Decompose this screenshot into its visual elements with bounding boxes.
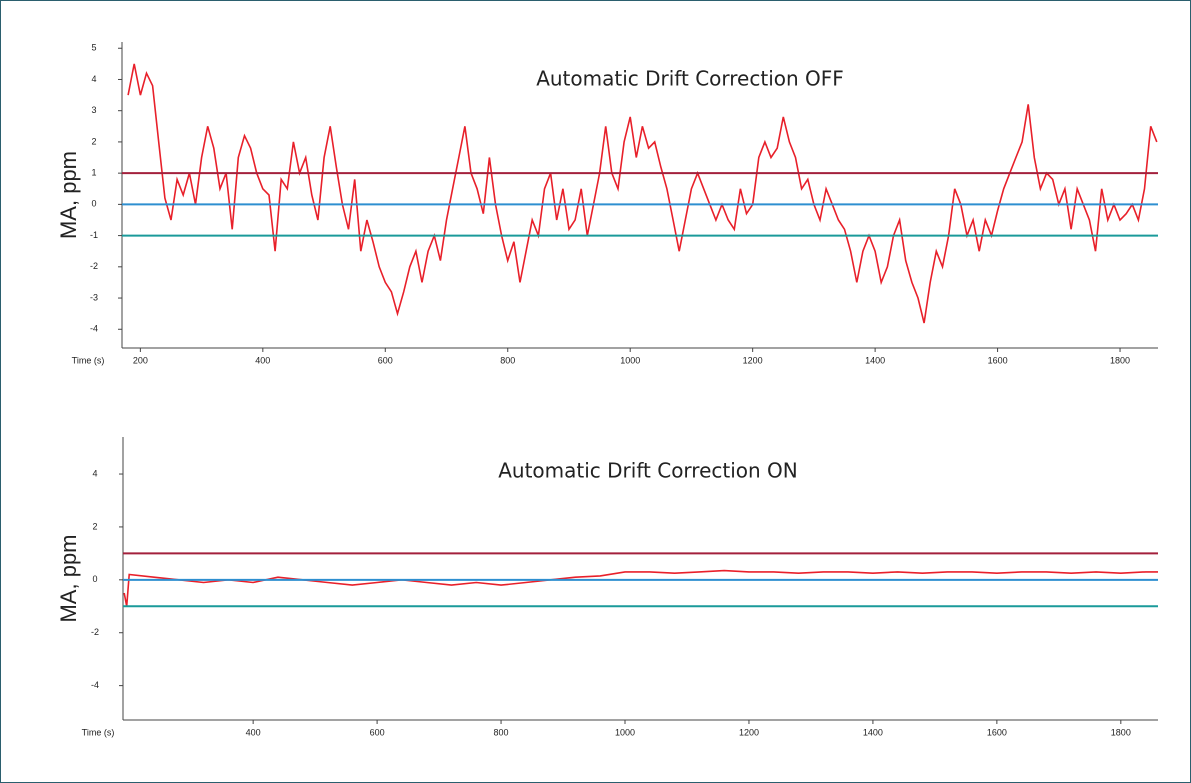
- y-tick-label: -2: [90, 261, 98, 271]
- x-tick-label: 400: [246, 727, 261, 737]
- y-tick-label: 3: [91, 105, 96, 115]
- y-tick-label: -3: [90, 292, 98, 302]
- y-tick-label: 4: [92, 468, 97, 478]
- y-tick-label: 0: [92, 574, 97, 584]
- y-tick-label: -4: [90, 324, 98, 334]
- y-tick-label: 1: [91, 168, 96, 178]
- x-tick-label: 1400: [863, 727, 883, 737]
- chart-title: Automatic Drift Correction OFF: [536, 67, 844, 91]
- y-tick-label: 0: [91, 199, 96, 209]
- x-tick-label: 200: [133, 355, 148, 365]
- y-axis-label: MA, ppm: [56, 151, 81, 239]
- y-tick-label: -1: [90, 230, 98, 240]
- x-tick-label: 1000: [620, 355, 640, 365]
- x-tick-label: 1600: [987, 727, 1007, 737]
- y-tick-label: 2: [91, 136, 96, 146]
- x-tick-label: 1600: [988, 355, 1008, 365]
- x-tick-label: 1800: [1110, 355, 1130, 365]
- x-tick-label: 1800: [1111, 727, 1131, 737]
- x-tick-label: 800: [500, 355, 515, 365]
- x-axis-label: Time (s): [82, 727, 115, 737]
- x-axis-label: Time (s): [72, 355, 105, 365]
- x-tick-label: 1000: [615, 727, 635, 737]
- x-tick-label: 1200: [743, 355, 763, 365]
- y-tick-label: 4: [91, 74, 96, 84]
- y-tick-label: 5: [91, 43, 96, 53]
- y-tick-label: 2: [92, 521, 97, 531]
- y-tick-label: -2: [91, 627, 99, 637]
- x-tick-label: 600: [378, 355, 393, 365]
- x-tick-label: 800: [494, 727, 509, 737]
- x-tick-label: 600: [370, 727, 385, 737]
- x-tick-label: 1400: [865, 355, 885, 365]
- y-axis-label: MA, ppm: [56, 534, 81, 622]
- y-tick-label: -4: [91, 680, 99, 690]
- x-tick-label: 1200: [739, 727, 759, 737]
- chart-title: Automatic Drift Correction ON: [498, 459, 798, 483]
- x-tick-label: 400: [255, 355, 270, 365]
